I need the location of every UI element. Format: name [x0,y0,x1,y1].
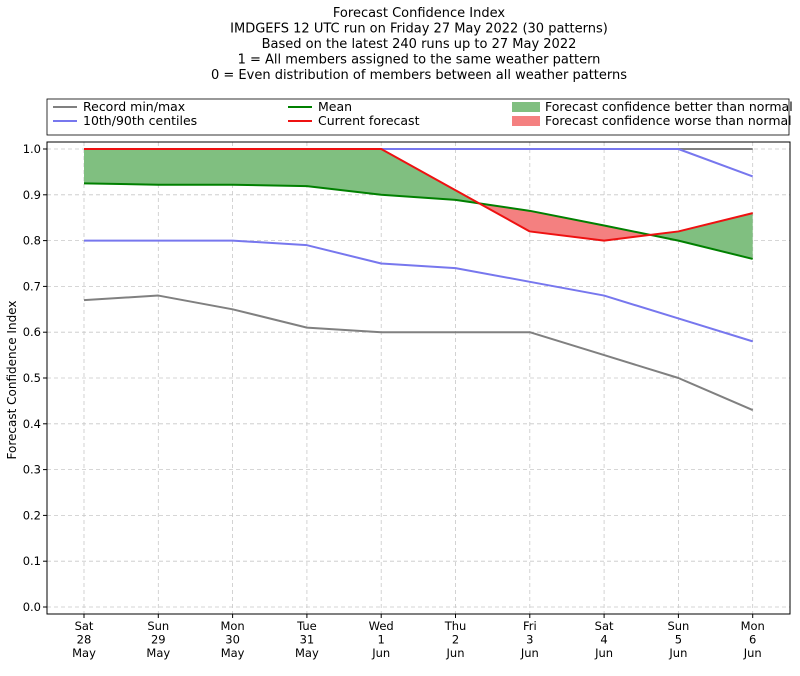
title-line-4: 0 = Even distribution of members between… [211,68,627,83]
legend-label-2: Mean [318,99,352,114]
series-line-10th-centile [84,239,753,343]
x-tick-label-6-line-0: Fri [523,619,537,633]
title-line-3: 1 = All members assigned to the same wea… [238,53,601,68]
x-tick-label-7-line-2: Jun [594,646,613,660]
x-tick-label-7-line-1: 4 [600,633,607,647]
x-tick-label-1-line-2: May [146,646,170,660]
x-tick-label-5: Thu 2 Jun [444,619,467,660]
y-tick-label-6: 0.6 [23,325,41,339]
x-tick-label-0-line-0: Sat [75,619,94,633]
x-tick-label-5-line-1: 2 [452,633,459,647]
y-tick-label-1: 0.1 [23,554,41,568]
legend-label-5: Forecast confidence worse than normal [545,113,792,128]
series-line-current-forecast [84,148,753,242]
x-tick-label-6: Fri 3 Jun [520,619,539,660]
legend-label-4: Forecast confidence better than normal [545,99,793,114]
y-tick-label-5: 0.5 [23,371,41,385]
title-line-2: Based on the latest 240 runs up to 27 Ma… [262,37,577,52]
x-tick-label-0-line-1: 28 [77,633,92,647]
fill-better-2 [650,213,753,259]
series-line-mean [83,182,753,260]
title-line-0: Forecast Confidence Index [333,6,505,21]
fill-better-0 [84,149,480,204]
confidence-fills [84,149,753,259]
x-tick-label-3-line-0: Tue [296,619,317,633]
x-tick-label-2-line-2: May [221,646,245,660]
legend-label-3: Current forecast [318,113,420,128]
x-tick-label-1-line-1: 29 [151,633,166,647]
x-tick-label-2: Mon 30 May [220,619,244,660]
x-tick-label-2-line-0: Mon [220,619,244,633]
x-tick-label-8-line-0: Sun [667,619,689,633]
x-tick-label-9-line-0: Mon [741,619,765,633]
x-tick-label-5-line-0: Thu [444,619,467,633]
x-tick-label-6-line-1: 3 [526,633,533,647]
legend-swatch-4 [512,102,540,112]
x-tick-label-5-line-2: Jun [446,646,465,660]
y-tick-label-8: 0.8 [23,234,41,248]
y-tick-label-10: 1.0 [23,142,41,156]
x-tick-label-0: Sat 28 May [72,619,96,660]
y-axis-label: Forecast Confidence Index [5,301,19,460]
legend-swatch-5 [512,116,540,126]
y-tick-label-0: 0.0 [23,600,41,614]
fill-worse-1 [479,203,651,241]
y-tick-label-2: 0.2 [23,508,41,522]
series-line-record-min [83,294,754,411]
y-tick-label-3: 0.3 [23,463,41,477]
x-tick-label-8: Sun 5 Jun [667,619,689,660]
y-tick-label-4: 0.4 [23,417,41,431]
x-tick-label-4-line-0: Wed [369,619,394,633]
x-tick-label-3: Tue 31 May [295,619,319,660]
legend-box [46,98,790,136]
x-tick-label-0-line-2: May [72,646,96,660]
x-tick-label-3-line-1: 31 [300,633,315,647]
x-tick-label-7: Sat 4 Jun [594,619,614,660]
x-tick-label-4-line-2: Jun [371,646,390,660]
x-tick-label-7-line-0: Sat [595,619,614,633]
x-tick-label-3-line-2: May [295,646,319,660]
y-tick-label-7: 0.7 [23,279,41,293]
x-tick-label-1: Sun 29 May [146,619,170,660]
series-lines [83,148,754,411]
title-line-1: IMDGEFS 12 UTC run on Friday 27 May 2022… [230,22,608,37]
x-tick-label-2-line-1: 30 [225,633,240,647]
x-tick-label-6-line-2: Jun [520,646,539,660]
legend-label-0: Record min/max [83,99,185,114]
x-tick-label-9-line-2: Jun [743,646,762,660]
x-tick-label-8-line-2: Jun [668,646,687,660]
x-tick-label-8-line-1: 5 [675,633,682,647]
x-tick-label-9: Mon 6 Jun [741,619,765,660]
x-tick-label-4: Wed 1 Jun [369,619,394,660]
x-tick-label-9-line-1: 6 [749,633,756,647]
legend-label-1: 10th/90th centiles [83,113,197,128]
x-tick-label-1-line-0: Sun [147,619,169,633]
y-tick-label-9: 0.9 [23,188,41,202]
x-tick-label-4-line-1: 1 [378,633,385,647]
